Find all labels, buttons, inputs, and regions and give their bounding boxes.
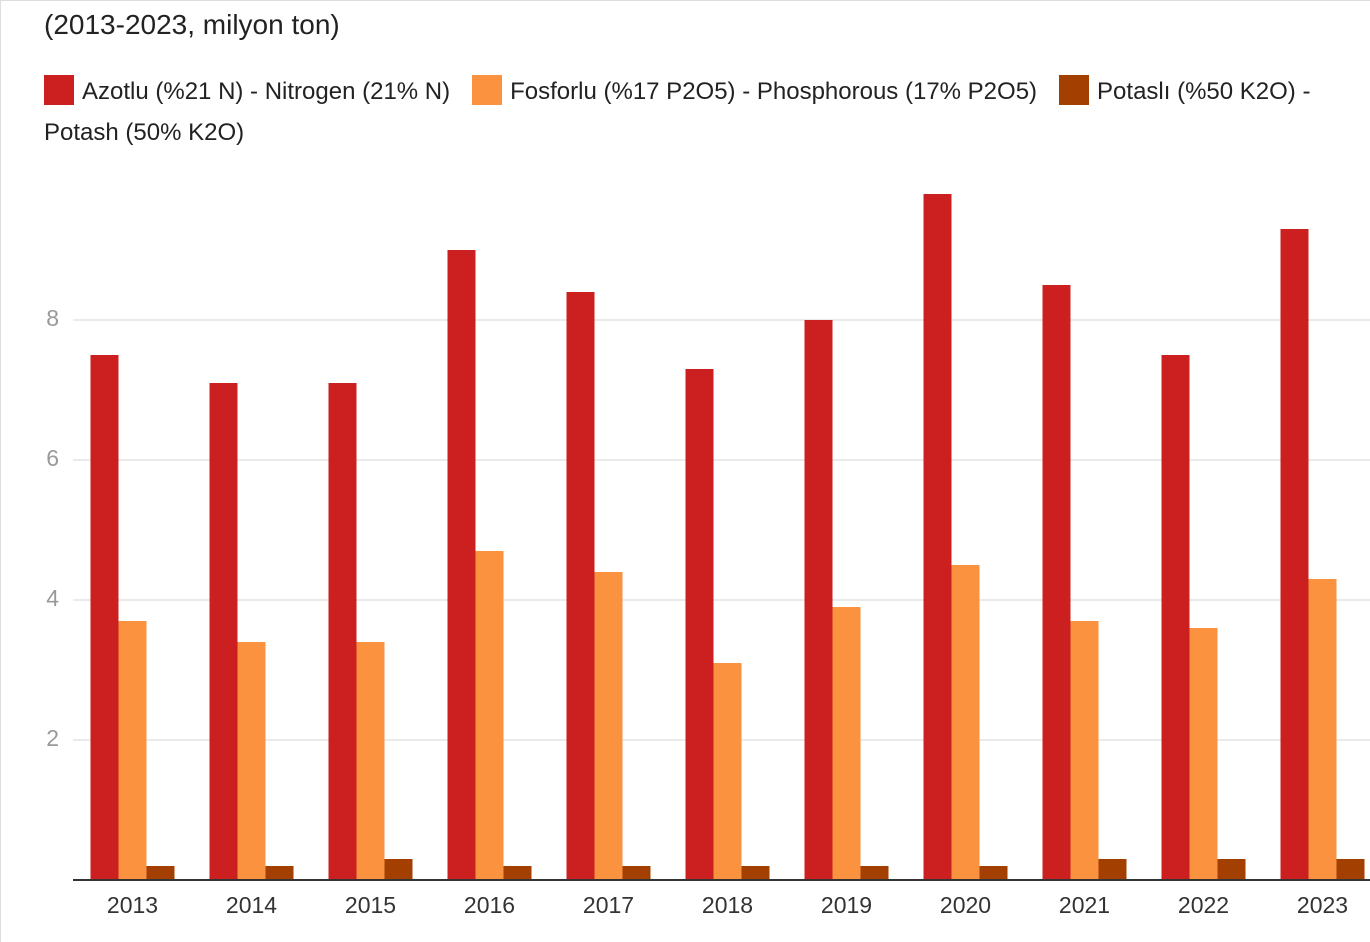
bar: [90, 355, 119, 880]
legend-label: Fosforlu (%17 P2O5) - Phosphorous (17% P…: [510, 78, 1038, 105]
bar: [594, 572, 623, 880]
bar: [1217, 859, 1246, 880]
legend-label: Potaslı (%50 K2O) - Potash (50% K2O): [44, 78, 1311, 146]
x-tick-label: 2013: [107, 892, 158, 918]
bar: [566, 292, 595, 880]
bar: [832, 607, 861, 880]
x-tick-label: 2021: [1059, 892, 1110, 918]
legend-label: Azotlu (%21 N) - Nitrogen (21% N): [82, 78, 451, 105]
legend-swatch: [44, 75, 74, 105]
x-tick-label: 2019: [821, 892, 872, 918]
bar: [1098, 859, 1127, 880]
bar: [475, 551, 504, 880]
bar: [146, 866, 175, 880]
x-tick-label: 2022: [1178, 892, 1229, 918]
y-tick-label: 2: [46, 725, 59, 751]
x-tick-label: 2020: [940, 892, 991, 918]
bar: [237, 642, 266, 880]
x-tick-label: 2014: [226, 892, 277, 918]
bar: [923, 194, 952, 880]
bar: [951, 565, 980, 880]
legend-item: Potaslı (%50 K2O) - Potash (50% K2O): [44, 75, 1311, 146]
x-tick-label: 2018: [702, 892, 753, 918]
bar: [1161, 355, 1190, 880]
bar: [1042, 285, 1071, 880]
bar: [328, 383, 357, 880]
bar: [622, 866, 651, 880]
bar: [209, 383, 238, 880]
bar: [713, 663, 742, 880]
bar: [503, 866, 532, 880]
y-tick-label: 8: [46, 305, 59, 331]
legend-item: Azotlu (%21 N) - Nitrogen (21% N): [44, 75, 451, 105]
bar: [804, 320, 833, 880]
y-tick-label: 4: [46, 585, 59, 611]
x-tick-label: 2017: [583, 892, 634, 918]
bar: [384, 859, 413, 880]
bar: [685, 369, 714, 880]
x-tick-label: 2023: [1297, 892, 1348, 918]
bar: [1070, 621, 1099, 880]
bar: [1336, 859, 1365, 880]
bar: [860, 866, 889, 880]
legend-swatch: [1059, 75, 1090, 105]
legend-item: Fosforlu (%17 P2O5) - Phosphorous (17% P…: [472, 75, 1038, 105]
bar: [118, 621, 147, 880]
legend-swatch: [472, 75, 503, 105]
bar: [1280, 229, 1309, 880]
bar: [447, 250, 476, 880]
bar: [741, 866, 770, 880]
bar: [1189, 628, 1218, 880]
y-tick-label: 6: [46, 445, 59, 471]
bar: [979, 866, 1008, 880]
x-tick-label: 2016: [464, 892, 515, 918]
bar: [265, 866, 294, 880]
x-tick-label: 2015: [345, 892, 396, 918]
chart-title: (2013-2023, milyon ton): [44, 9, 340, 40]
bar: [356, 642, 385, 880]
legend: Azotlu (%21 N) - Nitrogen (21% N) Fosforl…: [44, 71, 1344, 153]
bar: [1308, 579, 1337, 880]
